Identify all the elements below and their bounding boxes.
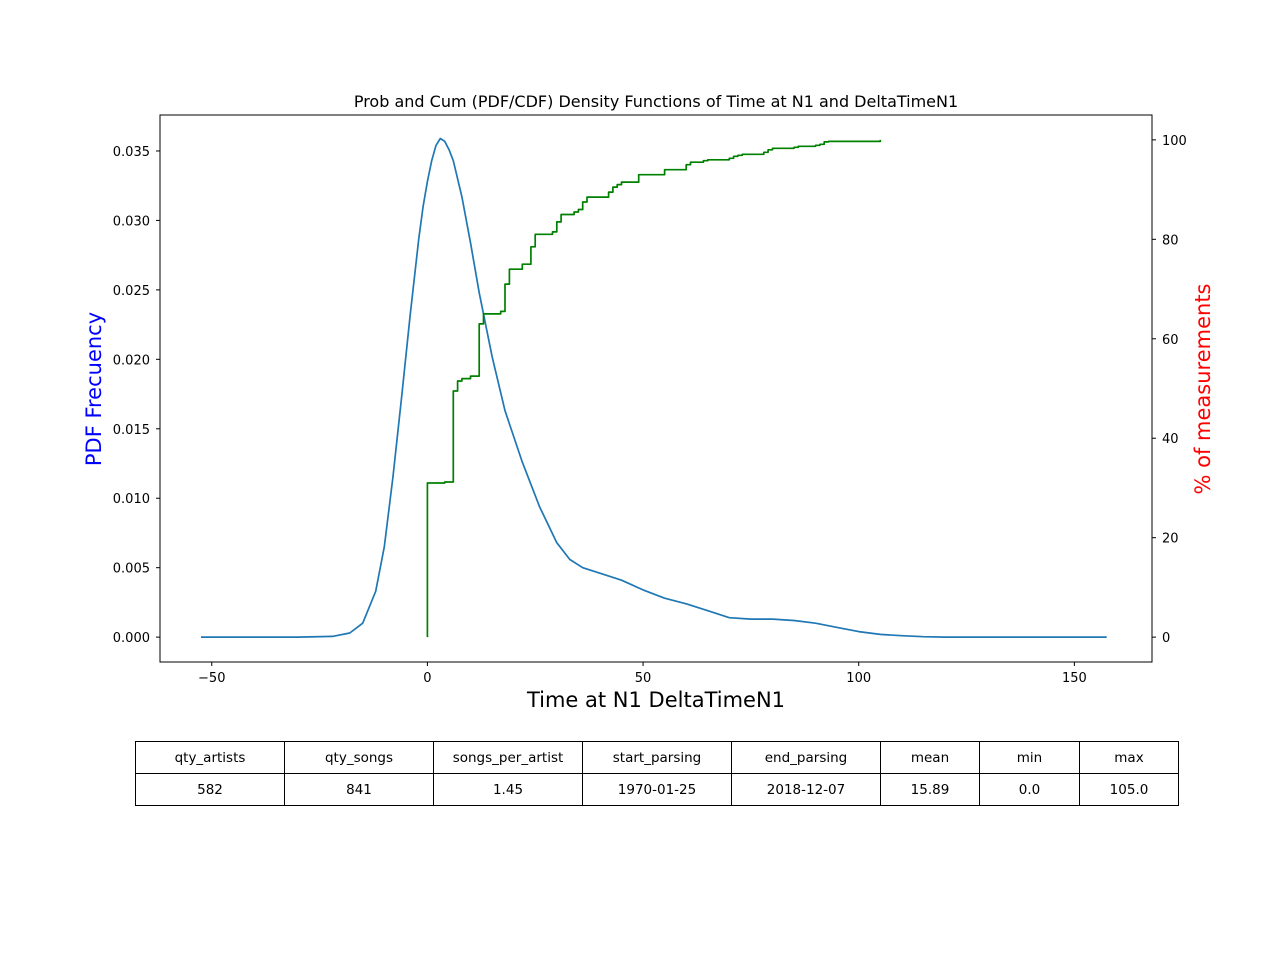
y2-axis-label: % of measurements: [1191, 284, 1215, 495]
table-header-cell: qty_artists: [135, 741, 285, 774]
y2-tick-label: 80: [1162, 233, 1179, 248]
table-cell: 0.0: [979, 773, 1080, 806]
table-header-row: qty_artists qty_songs songs_per_artist s…: [135, 741, 1179, 774]
y-tick-label: 0.035: [113, 145, 150, 160]
stats-table: qty_artists qty_songs songs_per_artist s…: [135, 741, 1179, 806]
table-cell: 2018-12-07: [731, 773, 881, 806]
x-tick-label: 150: [1062, 671, 1087, 686]
y2-tick-label: 40: [1162, 432, 1179, 447]
table-cell: 15.89: [880, 773, 980, 806]
x-tick-label: 0: [423, 671, 431, 686]
plot-frame: [159, 114, 1153, 663]
y2-tick-label: 0: [1162, 631, 1170, 646]
y-tick-label: 0.000: [113, 631, 150, 646]
y-tick-label: 0.030: [113, 214, 150, 229]
pdf-line: [201, 137, 1107, 638]
table-header-cell: max: [1079, 741, 1179, 774]
table-cell: 1.45: [433, 773, 583, 806]
y-tick-label: 0.020: [113, 353, 150, 368]
y-tick-label: 0.025: [113, 284, 150, 299]
y2-tick-label: 60: [1162, 333, 1179, 348]
table-header-cell: qty_songs: [284, 741, 434, 774]
x-axis-label: Time at N1 DeltaTimeN1: [526, 688, 785, 712]
y2-tick-label: 100: [1162, 134, 1187, 149]
table-header-cell: min: [979, 741, 1080, 774]
table-header-cell: mean: [880, 741, 980, 774]
y-tick-label: 0.010: [113, 492, 150, 507]
table-header-cell: end_parsing: [731, 741, 881, 774]
table-cell: 1970-01-25: [582, 773, 732, 806]
chart-title: Prob and Cum (PDF/CDF) Density Functions…: [354, 92, 958, 111]
plot-area: −50 0 50 100 150 0.000 0.005 0.010 0.015 0.020 0.0…: [113, 134, 1187, 686]
x-tick-label: 50: [635, 671, 652, 686]
x-tick-label: −50: [198, 671, 225, 686]
table-cell: 582: [135, 773, 285, 806]
table-cell: 105.0: [1079, 773, 1179, 806]
table-header-cell: songs_per_artist: [433, 741, 583, 774]
table-row: 582 841 1.45 1970-01-25 2018-12-07 15.89…: [135, 773, 1179, 806]
y-tick-label: 0.005: [113, 562, 150, 577]
cdf-step-line: [426, 139, 882, 638]
table-cell: 841: [284, 773, 434, 806]
table-header-cell: start_parsing: [582, 741, 732, 774]
x-tick-label: 100: [846, 671, 871, 686]
y-tick-label: 0.015: [113, 423, 150, 438]
chart-figure: Prob and Cum (PDF/CDF) Density Functions…: [82, 92, 1215, 712]
y-axis-label: PDF Frecuency: [82, 312, 106, 466]
y2-tick-label: 20: [1162, 532, 1179, 547]
